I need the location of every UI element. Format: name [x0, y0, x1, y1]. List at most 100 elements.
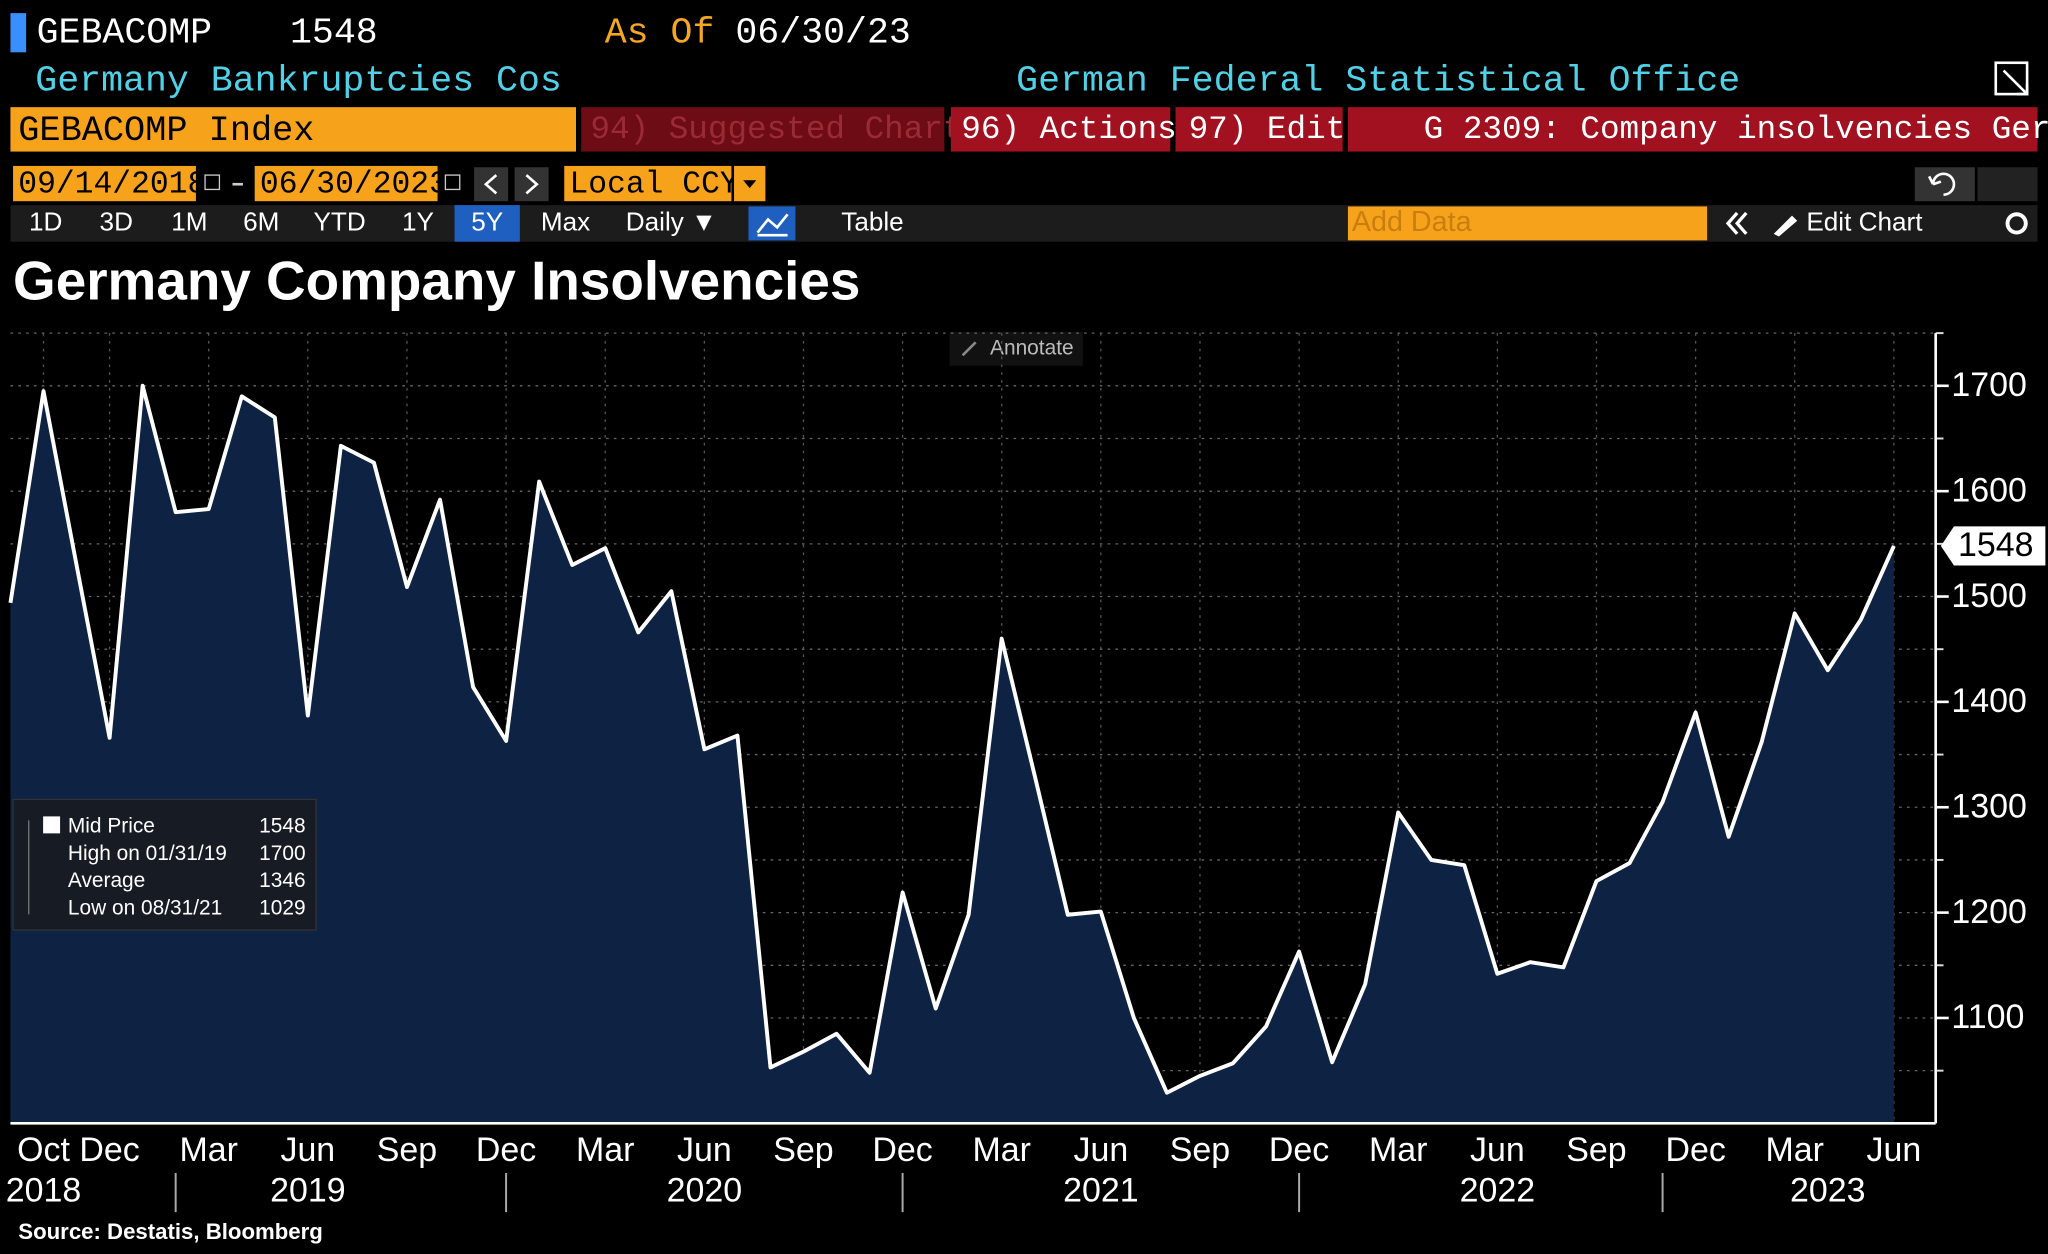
security-field-text: GEBACOMP Index — [18, 111, 314, 151]
calendar-icon[interactable] — [444, 174, 461, 191]
area — [10, 385, 1894, 1124]
period-buttons: 1D 3D 1M 6M YTD 1Y 5Y Max — [29, 206, 590, 236]
x-tick-label: Dec — [1665, 1131, 1725, 1169]
legend-label: High on 01/31/19 — [68, 842, 227, 865]
legend-swatch — [43, 816, 61, 834]
data-source: German Federal Statistical Office — [1016, 61, 1740, 102]
start-date: 09/14/2018 — [18, 168, 206, 203]
last-price: 1548 — [290, 12, 378, 53]
prev-button[interactable] — [474, 167, 509, 202]
period-button[interactable]: 3D — [100, 206, 133, 236]
undo-icon — [1927, 172, 1956, 196]
end-date-field[interactable] — [254, 165, 438, 202]
table-button[interactable]: Table — [841, 206, 903, 236]
dropdown-icon — [743, 180, 757, 189]
currency-field[interactable] — [564, 165, 732, 202]
last-value-tag — [1940, 526, 2046, 566]
popout-icon[interactable] — [1994, 61, 2029, 96]
legend-box — [12, 798, 317, 931]
source-note: Source: Destatis, Bloomberg — [18, 1219, 323, 1244]
annotate: Annotate — [990, 336, 1074, 359]
suggested-text: 94) Suggested Charts — [590, 111, 982, 148]
period-button[interactable]: 1M — [171, 206, 207, 236]
x-tick-label: Sep — [377, 1131, 437, 1169]
annotate-button[interactable] — [949, 331, 1083, 366]
ticker-marker — [10, 13, 27, 53]
legend-label: Mid Price — [68, 814, 155, 837]
x-tick-label: Dec — [476, 1131, 536, 1169]
year-label: 2021 — [1063, 1172, 1139, 1210]
security-name: Germany Bankruptcies Cos — [35, 61, 562, 102]
y-tick-label: 1500 — [1951, 577, 2027, 615]
undo-button[interactable] — [1914, 167, 1975, 202]
active-period[interactable] — [454, 205, 520, 242]
x-tick-label: Jun — [677, 1131, 732, 1169]
period-button[interactable]: 1D — [29, 206, 62, 236]
start-date-field[interactable] — [13, 165, 196, 202]
year-label: 2019 — [270, 1172, 346, 1210]
legend-label: Average — [68, 869, 145, 892]
function-bar[interactable] — [1347, 107, 2038, 152]
date-dash — [232, 182, 243, 186]
legend: Mid Price 1548 High on 01/31/19 1700 Average… — [12, 798, 317, 931]
x-tick-label: Sep — [1566, 1131, 1626, 1169]
add-data-field[interactable] — [1347, 206, 1708, 241]
pencil-icon — [1773, 215, 1798, 237]
x-tick-label: Mar — [1369, 1131, 1427, 1169]
legend-value: 1700 — [259, 842, 305, 865]
line — [8, 383, 1896, 1095]
asof-label: As Of — [605, 12, 715, 53]
period-button[interactable]: 6M — [243, 206, 279, 236]
y-tick-label: 1600 — [1951, 471, 2027, 509]
currency: Local CCY — [569, 168, 738, 203]
annotate-icon — [961, 341, 977, 357]
collapse-icon[interactable] — [1725, 211, 1748, 235]
edit-button[interactable] — [1175, 107, 1343, 152]
legend-value: 1346 — [259, 869, 305, 892]
y-tick-label: 1400 — [1951, 682, 2027, 720]
x-tick-label: Dec — [79, 1131, 139, 1169]
add-data: Add Data — [1352, 206, 1472, 238]
x-tick-label: Mar — [1766, 1131, 1824, 1169]
settings-icon[interactable] — [2005, 212, 2028, 235]
function-text: G 2309: Company insolvencies Ger — [1424, 111, 2048, 148]
x-tick-label: Mar — [973, 1131, 1031, 1169]
redo-button[interactable] — [1977, 167, 2038, 202]
legend-value: 1029 — [259, 897, 305, 920]
period-button[interactable]: 5Y — [471, 206, 503, 236]
x-tick-label: Oct — [17, 1131, 70, 1169]
calendar-icon[interactable] — [204, 174, 221, 191]
security-field[interactable] — [10, 107, 577, 152]
year-label: 2022 — [1460, 1172, 1536, 1210]
period-button[interactable]: YTD — [313, 206, 365, 236]
chart-icon — [756, 213, 789, 237]
year-label: 2020 — [667, 1172, 743, 1210]
next-button[interactable] — [514, 167, 549, 202]
x-tick-label: Sep — [1170, 1131, 1230, 1169]
x-tick-label: Dec — [1269, 1131, 1329, 1169]
x-tick-label: Mar — [576, 1131, 634, 1169]
legend-value: 1548 — [259, 814, 305, 837]
actions-text: 96) Actions ▾ — [961, 111, 1216, 148]
last-value-label: 1548 — [1958, 526, 2034, 564]
y-tick-label: 1300 — [1951, 788, 2027, 826]
x-tick-label: Jun — [1867, 1131, 1922, 1169]
year-label: 2018 — [6, 1172, 82, 1210]
x-tick-label: Jun — [280, 1131, 335, 1169]
legend-label: Low on 08/31/21 — [68, 897, 222, 920]
prev-icon — [483, 174, 498, 195]
actions-button[interactable] — [950, 107, 1171, 152]
suggested-button[interactable] — [581, 107, 945, 152]
y-tick-label: 1200 — [1951, 893, 2027, 931]
chart-title: Germany Company Insolvencies — [13, 249, 860, 311]
y-tick-label: 1100 — [1951, 998, 2024, 1036]
period-button[interactable]: 1Y — [402, 206, 434, 236]
x-tick-label: Sep — [773, 1131, 833, 1169]
period-button[interactable]: Max — [541, 206, 590, 236]
edit-chart[interactable]: Edit Chart — [1806, 206, 1923, 236]
x-tick-label: Jun — [1073, 1131, 1128, 1169]
frequency[interactable]: Daily ▼ — [626, 206, 717, 236]
